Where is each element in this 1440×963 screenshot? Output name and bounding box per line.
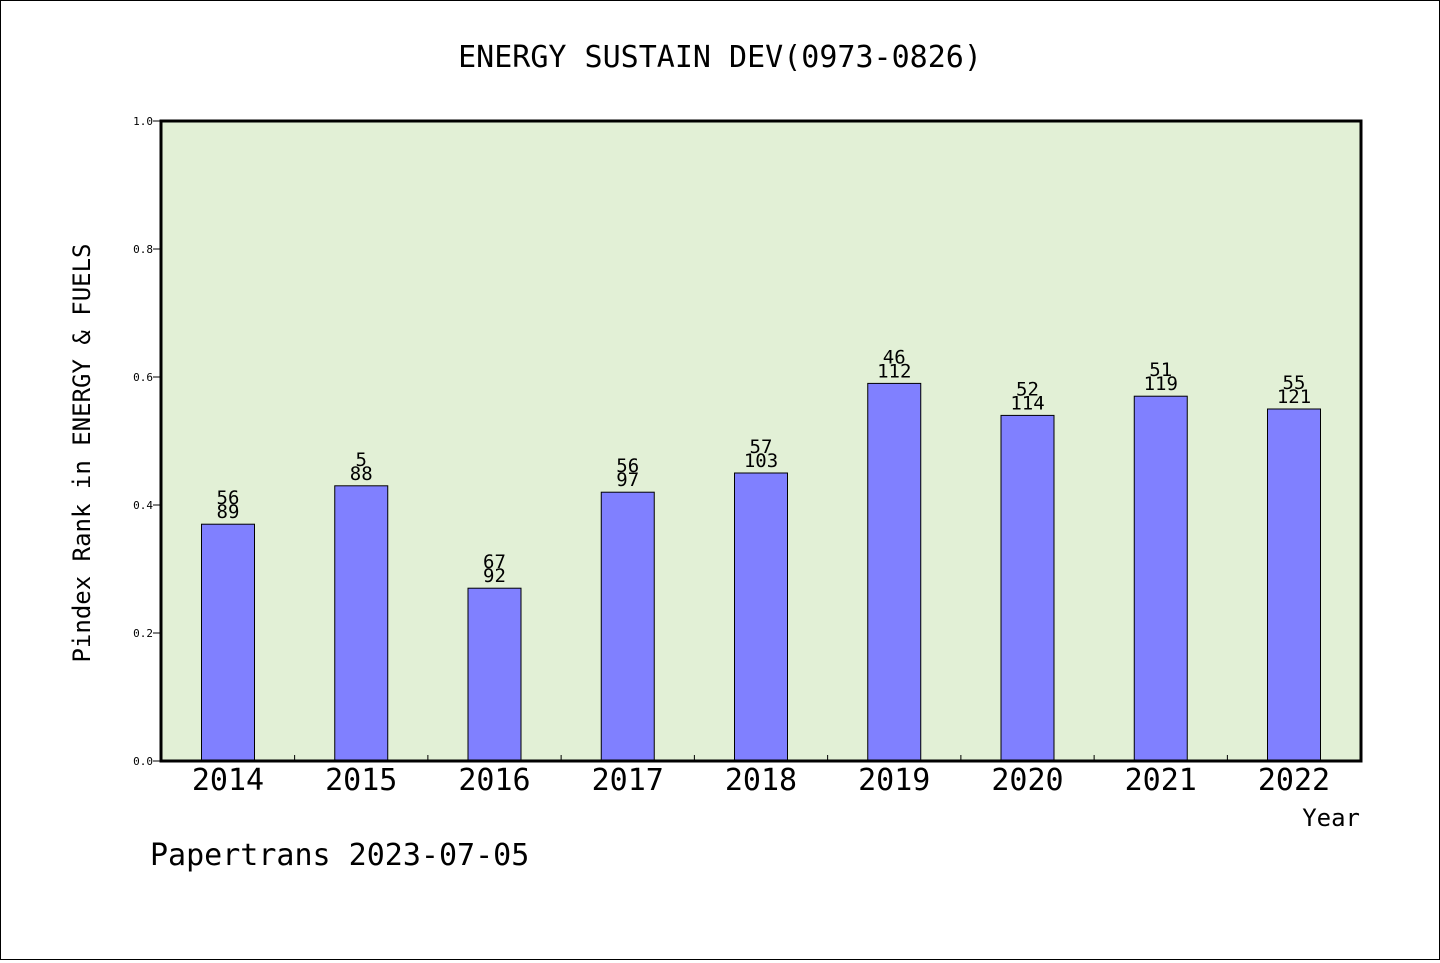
bar-label-top: 67: [483, 551, 506, 573]
footer-credit: Papertrans 2023-07-05: [150, 838, 529, 873]
x-axis-label: Year: [1302, 804, 1360, 832]
bar-label-bottom: 119: [1144, 373, 1178, 395]
y-tick-label: 0.4: [133, 499, 153, 512]
y-axis: 0.0 0.2 0.4 0.6 0.8 1.0: [133, 115, 161, 768]
bar-2017: [600, 491, 655, 762]
y-tick-label: 0.8: [133, 243, 153, 256]
bar-label-bottom: 89: [217, 501, 240, 523]
x-tick-label: 2022: [1258, 763, 1330, 798]
bar-label-top: 52: [1016, 378, 1039, 400]
plot-border: [159, 119, 1363, 763]
bar-label-bottom: 103: [744, 450, 778, 472]
x-tick-label: 2014: [192, 763, 264, 798]
x-tick-label: 2018: [725, 763, 797, 798]
bar-label-bottom: 121: [1277, 386, 1311, 408]
bar-2022: [1267, 408, 1321, 762]
bar-2020: [1000, 414, 1055, 762]
bar-label-bottom: 112: [877, 360, 911, 382]
bar-2021: [1133, 395, 1188, 762]
y-tick-label: 0.2: [133, 627, 153, 640]
bar-2018: [734, 472, 788, 762]
bar-2019: [867, 382, 922, 762]
chart-title: ENERGY SUSTAIN DEV(0973-0826): [458, 40, 982, 75]
x-axis: 2014 2015 2016 2017 2018 2019 2020 2021 2022: [192, 755, 1330, 798]
bar-label-top: 57: [750, 436, 773, 458]
bar-label-bottom: 88: [350, 463, 373, 485]
x-tick-label: 2016: [458, 763, 530, 798]
bar-2015: [334, 485, 389, 762]
bar-label-top: 55: [1283, 372, 1306, 394]
bar-label-top: 51: [1149, 359, 1172, 381]
bar-2014: [201, 523, 255, 762]
bar-label-bottom: 97: [616, 469, 639, 491]
bar-label-top: 56: [217, 487, 240, 509]
y-tick-label: 1.0: [133, 115, 153, 128]
bar-label-bottom: 114: [1010, 392, 1044, 414]
y-axis-label: Pindex Rank in ENERGY & FUELS: [68, 243, 96, 662]
bar-label-bottom: 92: [483, 565, 506, 587]
bar-2016: [467, 587, 522, 762]
x-tick-label: 2015: [325, 763, 397, 798]
y-tick-label: 0.0: [133, 755, 153, 768]
x-tick-label: 2021: [1125, 763, 1197, 798]
bar-label-top: 5: [356, 449, 367, 471]
x-tick-label: 2019: [858, 763, 930, 798]
x-tick-label: 2017: [592, 763, 664, 798]
bar-label-top: 56: [616, 455, 639, 477]
bar-series: [201, 382, 1321, 762]
x-tick-label: 2020: [991, 763, 1063, 798]
y-tick-label: 0.6: [133, 371, 153, 384]
bar-label-top: 46: [883, 346, 906, 368]
